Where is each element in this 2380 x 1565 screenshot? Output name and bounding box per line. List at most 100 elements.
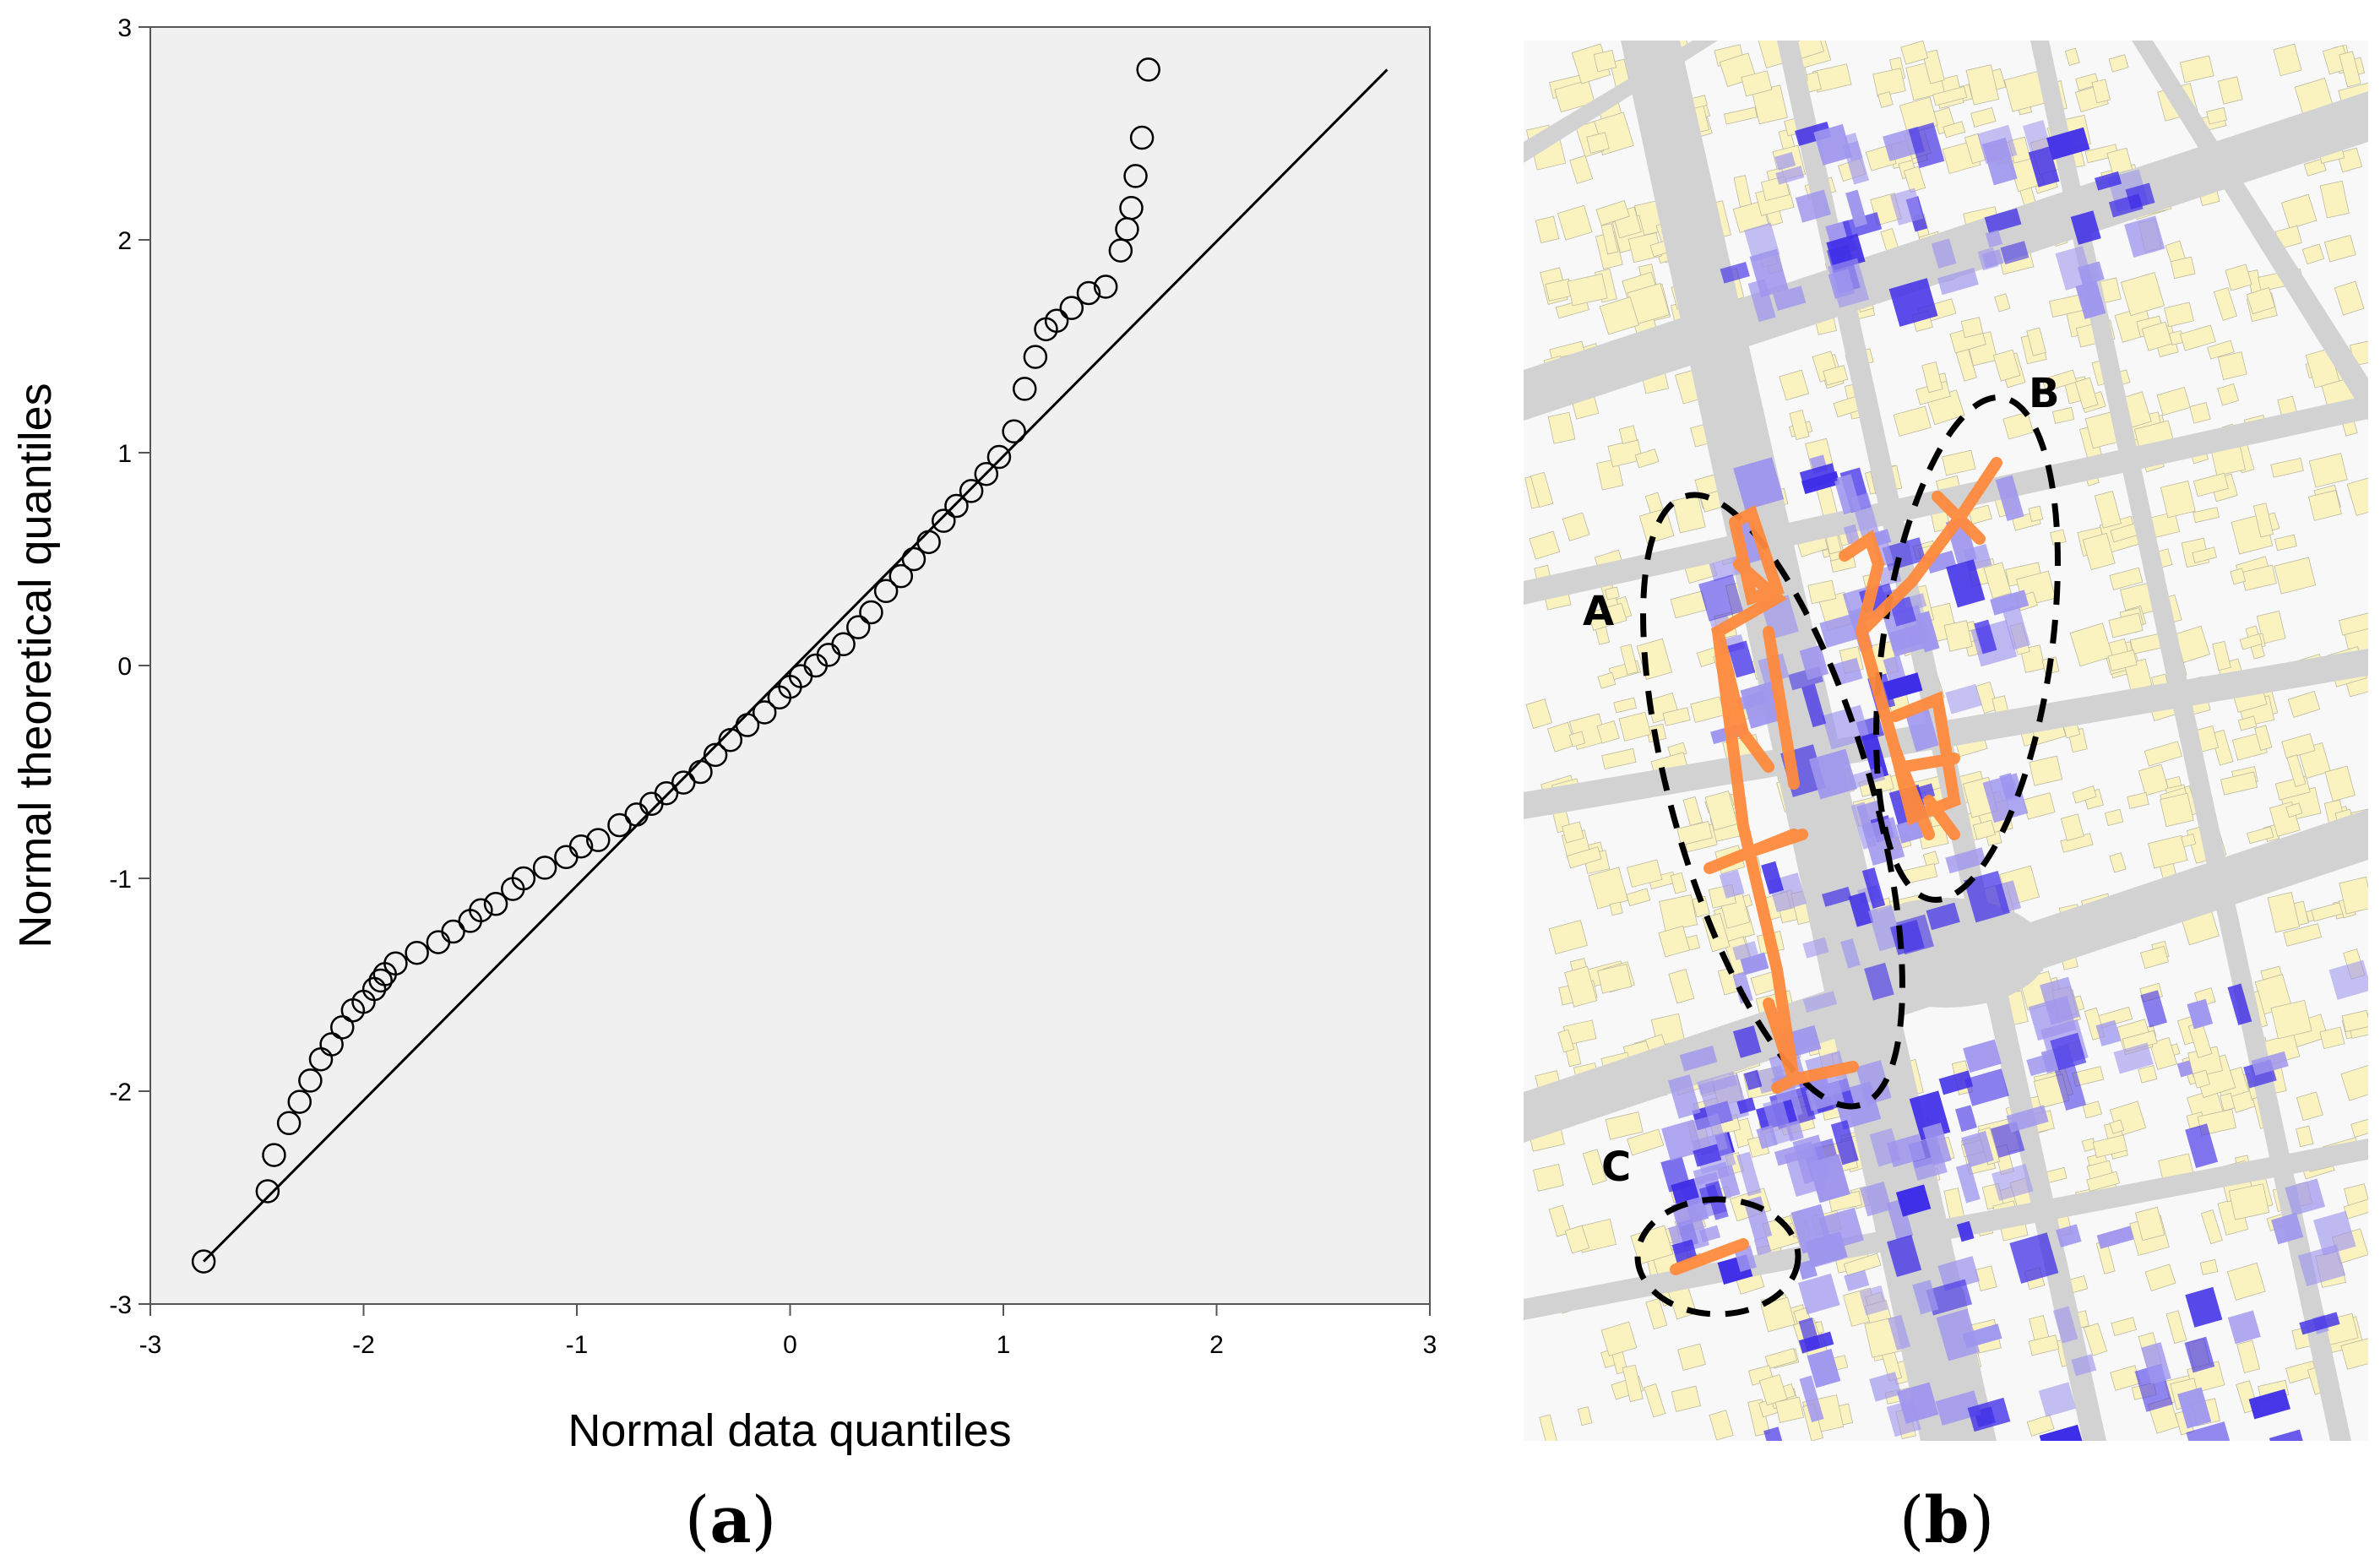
cluster-a-outline	[1640, 492, 1905, 1110]
qq-plot: -3 -2 -1 0 1 2 3 -3 -2 -1 0 1 2 3 Normal data quanti…	[10, 14, 1437, 1456]
commercial-building	[1740, 681, 1784, 729]
commercial-building	[1719, 869, 1745, 899]
commercial-building	[1967, 1397, 2011, 1432]
building	[2340, 1336, 2368, 1370]
commercial-building	[1937, 1256, 1981, 1291]
commercial-building	[2185, 1123, 2219, 1169]
building	[2301, 243, 2325, 265]
commercial-building	[1799, 644, 1829, 680]
commercial-building	[2227, 1310, 2261, 1345]
commercial-building	[1667, 1074, 1701, 1119]
commercial-building	[1991, 1164, 2034, 1201]
data-point	[255, 1179, 280, 1204]
commercial-building	[2299, 1312, 2340, 1335]
commercial-building	[1964, 870, 2010, 923]
building	[2134, 1206, 2165, 1242]
building	[2149, 1037, 2177, 1070]
commercial-building	[2141, 1342, 2171, 1384]
building	[1764, 1348, 1798, 1370]
commercial-building	[1660, 1156, 1691, 1193]
building	[1676, 820, 1713, 846]
commercial-building	[1999, 773, 2018, 800]
data-point	[383, 951, 408, 976]
commercial-building	[1801, 683, 1827, 728]
building	[2200, 1209, 2223, 1245]
building	[2285, 802, 2303, 818]
commercial-building	[1889, 187, 1924, 226]
building	[2308, 453, 2348, 488]
commercial-building	[1843, 524, 1861, 545]
building	[2084, 144, 2119, 164]
building	[1877, 91, 1894, 108]
building	[2140, 945, 2169, 970]
commercial-building	[1747, 279, 1776, 323]
data-point	[986, 444, 1012, 470]
hotspot-segments	[1670, 457, 2002, 1275]
building	[2217, 351, 2247, 380]
data-point	[276, 1111, 302, 1136]
building	[2303, 158, 2327, 177]
data-point	[718, 727, 743, 753]
building	[1557, 1029, 1575, 1053]
commercial-building	[1775, 166, 1805, 185]
building	[1539, 1414, 1558, 1441]
building	[1994, 293, 2011, 312]
data-point	[859, 600, 883, 625]
commercial-building	[2328, 959, 2368, 1000]
commercial-building	[2054, 1064, 2087, 1111]
commercial-building	[1828, 269, 1856, 299]
building	[2283, 923, 2323, 947]
building	[1600, 1321, 1638, 1356]
commercial-building	[1697, 1071, 1738, 1095]
building	[1569, 155, 1594, 184]
x-tick-label: 2	[1209, 1331, 1224, 1359]
building	[2230, 568, 2247, 585]
commercial-building	[2251, 1051, 2289, 1076]
commercial-building	[2227, 983, 2252, 1025]
building	[2170, 256, 2196, 280]
data-point	[846, 615, 871, 639]
data-point	[752, 700, 777, 725]
building	[2339, 51, 2361, 88]
building	[1596, 720, 1620, 744]
x-tick-label: 1	[997, 1331, 1011, 1359]
commercial-building	[2096, 1225, 2134, 1249]
data-point	[703, 742, 728, 768]
building	[2193, 1069, 2211, 1089]
commercial-building	[1931, 238, 1957, 269]
building	[1659, 894, 1698, 932]
building	[1525, 698, 1553, 729]
commercial-building	[1926, 902, 1960, 931]
commercial-building	[1945, 847, 1986, 874]
building	[2094, 490, 2122, 529]
building	[2104, 808, 2124, 826]
building	[1807, 579, 1837, 605]
building	[2108, 54, 2129, 73]
building	[2138, 1065, 2158, 1084]
commercial-building	[2113, 1042, 2154, 1074]
data-point	[532, 856, 557, 880]
building	[2267, 892, 2301, 933]
building	[1547, 411, 1576, 444]
building	[2270, 999, 2312, 1040]
data-point	[901, 546, 926, 572]
building	[2247, 826, 2274, 845]
building	[1658, 926, 1691, 958]
commercial-building	[1679, 1046, 1718, 1072]
building	[2273, 43, 2302, 77]
building	[2072, 785, 2097, 804]
commercial-building	[1790, 1204, 1833, 1254]
commercial-building	[1736, 1151, 1762, 1197]
commercial-building	[1977, 247, 1999, 271]
commercial-building	[1732, 971, 1753, 1004]
building	[1605, 1111, 1644, 1140]
commercial-building	[1798, 1331, 1834, 1354]
building	[1942, 449, 1976, 476]
building	[2236, 1339, 2261, 1373]
data-point	[888, 563, 914, 589]
data-point	[405, 940, 429, 965]
building	[2341, 1009, 2368, 1033]
building	[2041, 369, 2078, 392]
commercial-building	[1749, 248, 1789, 297]
commercial-building	[1774, 152, 1796, 171]
